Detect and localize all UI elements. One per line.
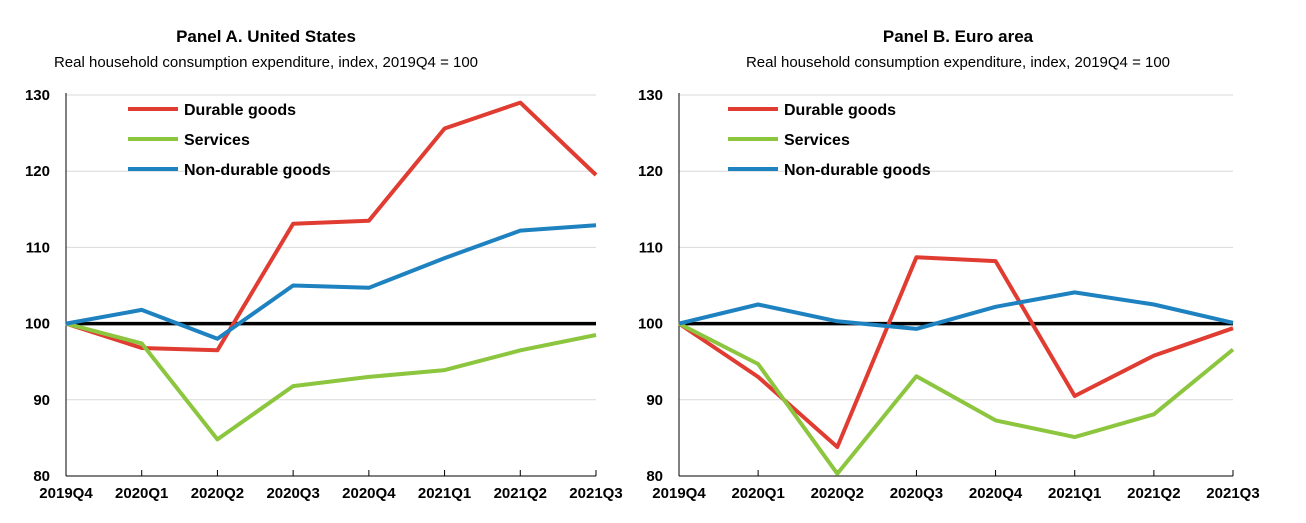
x-tick-label: 2020Q3 — [266, 485, 319, 502]
legend-label-nondurable: Non-durable goods — [784, 162, 931, 179]
panel-united-states: Panel A. United States Real household con… — [25, 27, 623, 502]
legend-label-nondurable: Non-durable goods — [184, 162, 331, 179]
legend-label-durable: Durable goods — [184, 102, 296, 119]
x-tick-label: 2021Q1 — [418, 485, 471, 502]
panel-subtitle: Real household consumption expenditure, … — [54, 54, 478, 71]
series-line-nondurable — [65, 223, 597, 341]
series-line-nondurable — [678, 290, 1234, 331]
y-tick-label: 110 — [639, 239, 663, 256]
x-tick-label: 2020Q1 — [731, 485, 784, 502]
series-line-durable — [677, 255, 1234, 449]
series-line-services — [678, 321, 1235, 476]
panel-title: Panel B. Euro area — [883, 27, 1034, 46]
x-tick-label: 2021Q2 — [494, 485, 547, 502]
x-tick-label: 2021Q3 — [569, 485, 622, 502]
legend-label-services: Services — [784, 132, 850, 149]
x-tick-label: 2020Q2 — [191, 485, 244, 502]
x-tick-label: 2021Q3 — [1206, 485, 1259, 502]
x-tick-label: 2019Q4 — [652, 485, 706, 502]
legend-label-services: Services — [184, 132, 250, 149]
series-line-durable — [65, 100, 598, 353]
y-tick-label: 100 — [25, 316, 50, 333]
y-tick-label: 90 — [33, 392, 50, 409]
y-tick-label: 90 — [646, 392, 663, 409]
y-tick-label: 100 — [638, 316, 663, 333]
x-tick-label: 2021Q2 — [1127, 485, 1180, 502]
y-tick-label: 80 — [33, 468, 50, 485]
series-line-services — [65, 321, 597, 442]
y-tick-label: 80 — [646, 468, 663, 485]
y-tick-label: 110 — [26, 239, 50, 256]
y-tick-label: 130 — [25, 87, 50, 104]
y-tick-label: 120 — [25, 163, 50, 180]
x-tick-label: 2020Q1 — [115, 485, 168, 502]
x-tick-label: 2020Q3 — [890, 485, 943, 502]
x-tick-label: 2020Q4 — [342, 485, 396, 502]
x-tick-label: 2019Q4 — [39, 485, 93, 502]
y-tick-label: 120 — [638, 163, 663, 180]
panel-subtitle: Real household consumption expenditure, … — [746, 54, 1170, 71]
legend-label-durable: Durable goods — [784, 102, 896, 119]
x-tick-label: 2021Q1 — [1048, 485, 1101, 502]
panel-title: Panel A. United States — [176, 27, 356, 46]
x-tick-label: 2020Q2 — [811, 485, 864, 502]
panel-euro-area: Panel B. Euro area Real household consump… — [638, 27, 1260, 502]
x-tick-label: 2020Q4 — [969, 485, 1023, 502]
y-tick-label: 130 — [638, 87, 663, 104]
